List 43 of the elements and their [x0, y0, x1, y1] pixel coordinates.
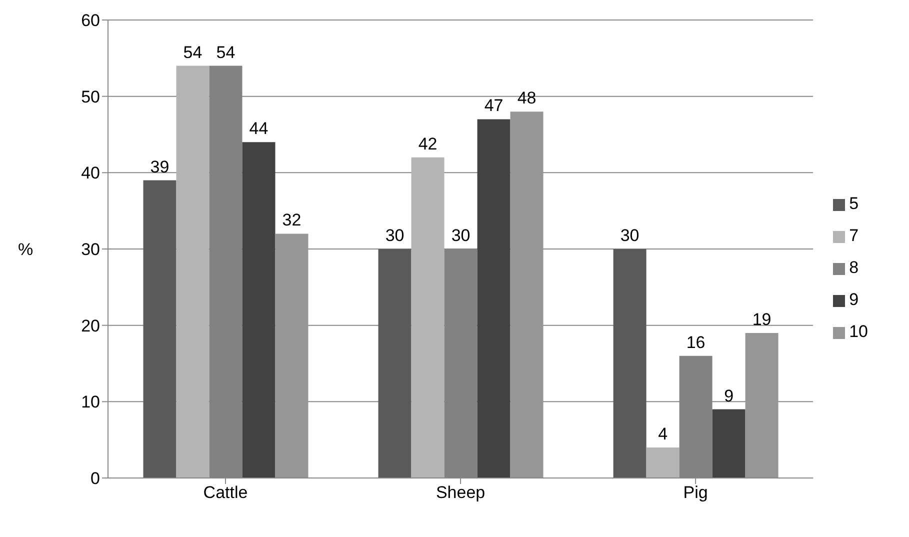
y-tick-label: 40: [81, 164, 100, 183]
data-label: 30: [451, 226, 470, 245]
data-label: 30: [385, 226, 404, 245]
bar: [176, 66, 210, 478]
data-label: 47: [484, 96, 504, 116]
bar: [712, 409, 746, 478]
data-label: 4: [658, 424, 668, 444]
bar: [242, 142, 276, 478]
bar: [378, 249, 412, 478]
data-label: 19: [752, 310, 772, 329]
y-tick-label: 50: [81, 87, 100, 106]
data-label: 16: [686, 332, 706, 352]
bar: [613, 249, 646, 478]
data-label: 54: [183, 42, 202, 62]
legend-label: 8: [849, 258, 859, 277]
data-label: 54: [216, 42, 236, 62]
data-label: 30: [620, 226, 640, 245]
bar: [275, 234, 308, 478]
legend-label: 7: [849, 226, 859, 245]
y-tick-label: 10: [81, 392, 100, 412]
y-axis-title: %: [18, 240, 34, 260]
data-label: 32: [282, 210, 302, 230]
y-tick-label: 30: [81, 240, 100, 260]
bar: [745, 332, 778, 478]
bar: [411, 157, 444, 478]
legend-label: 5: [849, 194, 859, 213]
x-tick-label: Sheep: [436, 483, 486, 502]
y-tick-label: 0: [90, 469, 100, 488]
legend-label: 10: [849, 322, 868, 341]
x-tick-label: Cattle: [203, 483, 248, 502]
data-label: 42: [418, 134, 438, 154]
bar: [143, 180, 176, 478]
y-tick-label: 20: [81, 316, 100, 336]
y-tick-label: 60: [81, 11, 100, 30]
legend-label: 9: [849, 290, 859, 309]
data-label: 48: [517, 88, 536, 108]
data-label: 44: [249, 119, 268, 138]
data-label: 9: [724, 386, 734, 406]
x-tick-label: Pig: [683, 483, 708, 502]
bar: [510, 112, 544, 478]
data-label: 39: [150, 157, 170, 176]
bar: [646, 447, 680, 478]
bar: [477, 119, 510, 478]
